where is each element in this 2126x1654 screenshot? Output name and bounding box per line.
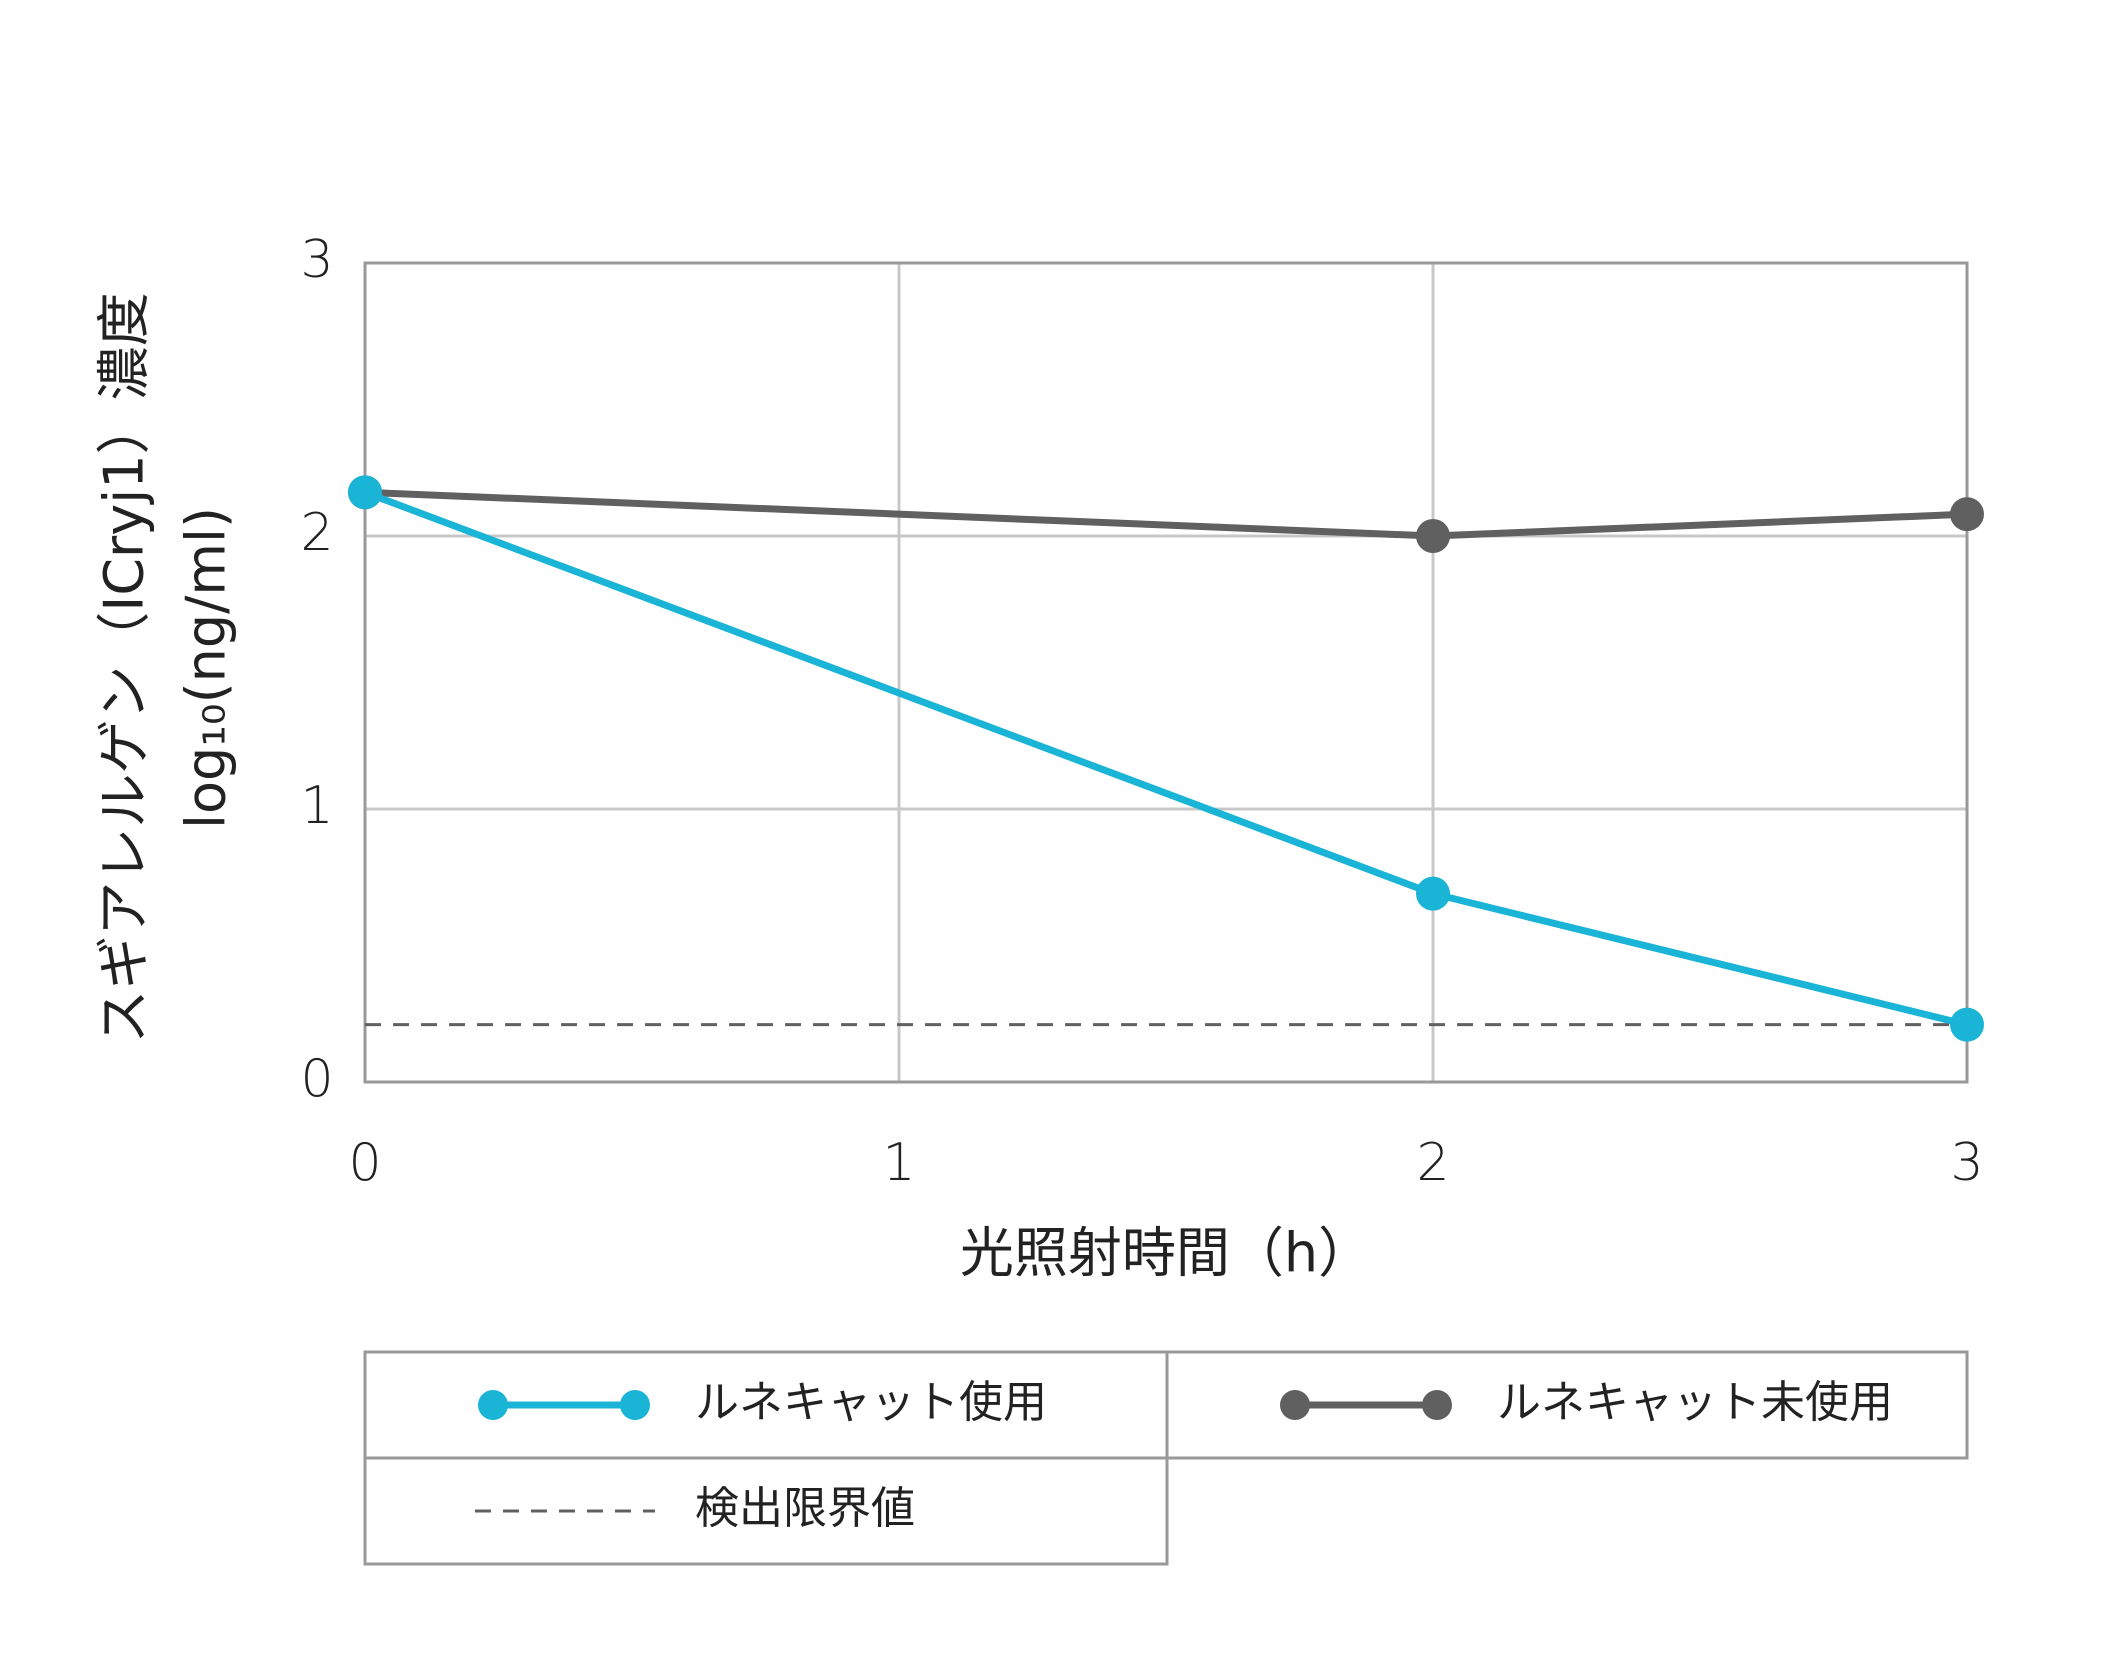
data-point (1416, 519, 1450, 553)
data-point (1950, 1007, 1984, 1042)
data-point (1950, 497, 1984, 532)
y-tick-label: 1 (300, 776, 333, 836)
data-point (1416, 876, 1450, 911)
legend-label: 検出限界値 (695, 1483, 915, 1534)
x-tick-label: 0 (348, 1133, 381, 1193)
data-point (348, 475, 382, 510)
y-tick-label: 0 (300, 1049, 333, 1109)
legend-marker (620, 1390, 650, 1420)
legend-label: ルネキャット未使用 (1497, 1377, 1893, 1428)
legend-marker (1422, 1390, 1452, 1420)
legend-label: ルネキャット使用 (695, 1377, 1047, 1428)
x-tick-label: 1 (882, 1133, 915, 1193)
y-tick-label: 2 (300, 503, 333, 563)
series-line (363, 489, 1968, 1029)
plot-frame (363, 261, 1969, 1084)
legend-marker (478, 1390, 508, 1420)
y-axis-title: スギアレルゲン（ICryj1）濃度 (93, 292, 156, 1043)
y-axis-title: log₁₀(ng/ml) (175, 507, 238, 829)
x-tick-label: 2 (1416, 1133, 1449, 1193)
legend-cell (1165, 1350, 1969, 1460)
y-tick-label: 3 (300, 230, 333, 290)
x-axis-title: 光照射時間（h） (960, 1222, 1372, 1285)
legend-marker (1280, 1390, 1310, 1420)
legend-cell (363, 1456, 1169, 1566)
x-tick-label: 3 (1950, 1133, 1983, 1193)
series-line (364, 488, 1968, 540)
